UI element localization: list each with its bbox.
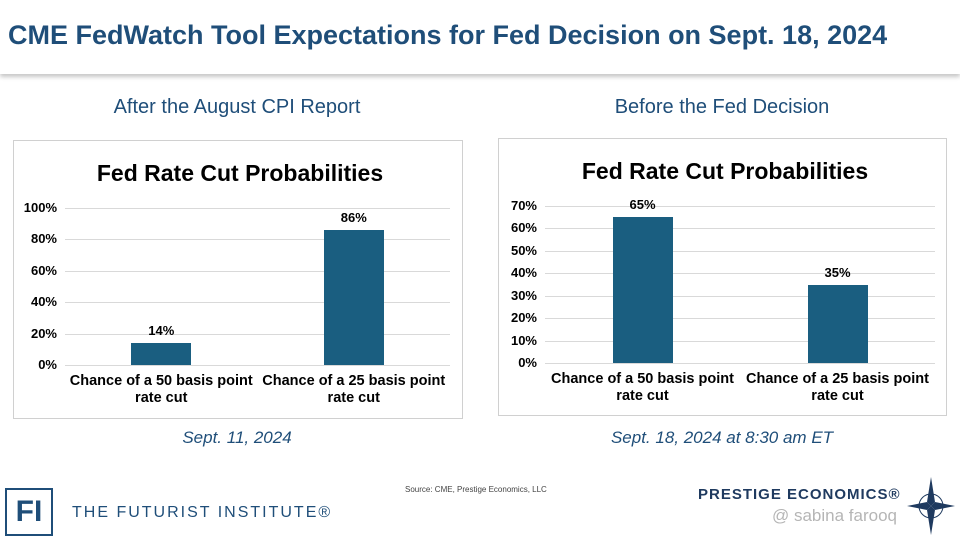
bar: [807, 284, 868, 363]
y-tick-label: 60%: [30, 262, 57, 278]
source-note: Source: CME, Prestige Economics, LLC: [405, 485, 547, 494]
grid-line: [545, 206, 935, 207]
logo-text: THE FUTURIST INSTITUTE®: [72, 504, 333, 521]
chart-box: [498, 138, 947, 416]
grid-line: [545, 250, 935, 252]
chart-caption: Sept. 18, 2024 at 8:30 am ET: [610, 428, 834, 447]
chart-caption: Sept. 11, 2024: [182, 428, 292, 447]
compass-icon: [907, 477, 955, 535]
y-tick-label: 0%: [38, 357, 57, 372]
grid-line: [65, 239, 450, 241]
bar: [323, 229, 384, 365]
watermark: @ sabina farooq: [772, 506, 898, 525]
grid-line: [545, 228, 935, 230]
grid-line: [545, 295, 935, 297]
grid-line: [65, 302, 450, 304]
y-tick-label: 50%: [510, 242, 537, 258]
header-band: [0, 0, 960, 74]
chart-box: [13, 140, 463, 419]
y-tick-label: 40%: [30, 294, 57, 310]
y-tick-label: 0%: [518, 355, 537, 370]
y-tick-label: 80%: [30, 231, 57, 247]
chart-subtitle: After the August CPI Report: [113, 96, 361, 118]
bar: [131, 343, 192, 365]
chart-title: Fed Rate Cut Probabilities: [96, 160, 384, 186]
y-tick-label: 10%: [510, 332, 537, 348]
bar: [612, 217, 673, 363]
logo-text: PRESTIGE ECONOMICS®: [698, 486, 901, 503]
grid-line: [65, 365, 450, 366]
data-label: 65%: [629, 197, 656, 213]
x-tick-label: Chance of a 25 basis point rate cut: [746, 371, 929, 404]
y-tick-label: 40%: [510, 265, 537, 281]
slide-title: CME FedWatch Tool Expectations for Fed D…: [8, 20, 888, 50]
y-tick-label: 20%: [30, 325, 57, 341]
x-tick-label: Chance of a 50 basis point rate cut: [69, 373, 253, 406]
data-label: 14%: [148, 323, 175, 339]
y-tick-label: 70%: [510, 198, 537, 213]
data-label: 86%: [340, 209, 367, 225]
data-label: 35%: [824, 264, 851, 280]
grid-line: [65, 208, 450, 209]
y-tick-label: 60%: [510, 220, 537, 236]
x-tick-label: Chance of a 25 basis point rate cut: [262, 373, 446, 406]
grid-line: [545, 318, 935, 320]
grid-line: [65, 333, 450, 335]
y-tick-label: 100%: [23, 200, 57, 215]
chart-title: Fed Rate Cut Probabilities: [581, 158, 869, 184]
x-tick-label: Chance of a 50 basis point rate cut: [551, 371, 734, 404]
grid-line: [545, 273, 935, 275]
grid-line: [545, 340, 935, 342]
y-tick-label: 20%: [510, 310, 537, 326]
y-tick-label: 30%: [510, 287, 537, 303]
logo-mark: FI: [5, 488, 53, 536]
chart-subtitle: Before the Fed Decision: [614, 96, 830, 118]
grid-line: [545, 363, 935, 364]
grid-line: [65, 270, 450, 272]
